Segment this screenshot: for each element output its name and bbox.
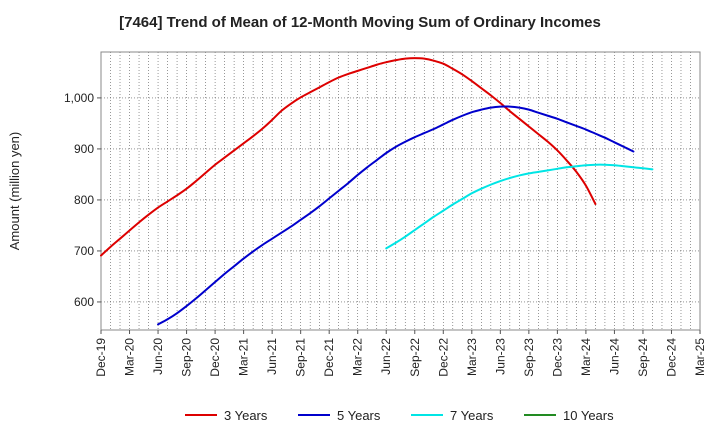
legend-label-7-years: 7 Years bbox=[450, 408, 494, 423]
x-tick-label: Dec-24 bbox=[664, 338, 678, 377]
series-line-7-years bbox=[385, 163, 654, 250]
y-tick-label: 600 bbox=[74, 295, 94, 309]
x-tick-label: Sep-24 bbox=[636, 338, 650, 377]
x-tick-label: Mar-24 bbox=[579, 338, 593, 376]
legend-label-5-years: 5 Years bbox=[337, 408, 381, 423]
plot-frame bbox=[100, 51, 701, 331]
y-tick-label: 700 bbox=[74, 244, 94, 258]
legend: 3 Years 5 Years 7 Years 10 Years bbox=[185, 408, 614, 423]
chart-title: [7464] Trend of Mean of 12-Month Moving … bbox=[119, 14, 601, 31]
x-tick-label: Dec-23 bbox=[550, 338, 564, 377]
x-tick-label: Dec-22 bbox=[436, 338, 450, 377]
grid bbox=[101, 52, 700, 330]
y-axis: 600 700 800 900 1,000 bbox=[64, 91, 101, 309]
x-tick-label: Sep-22 bbox=[408, 338, 422, 377]
x-tick-label: Dec-21 bbox=[322, 338, 336, 377]
x-tick-label: Jun-20 bbox=[151, 338, 165, 375]
x-tick-label: Mar-20 bbox=[123, 338, 137, 376]
x-tick-label: Sep-21 bbox=[294, 338, 308, 377]
series-lines bbox=[100, 57, 654, 326]
legend-label-10-years: 10 Years bbox=[563, 408, 614, 423]
x-tick-label: Jun-23 bbox=[493, 338, 507, 375]
y-tick-label: 900 bbox=[74, 142, 94, 156]
series-line-5-years bbox=[157, 105, 635, 326]
legend-label-3-years: 3 Years bbox=[224, 408, 268, 423]
y-axis-label: Amount (million yen) bbox=[7, 132, 22, 251]
x-tick-label: Sep-20 bbox=[180, 338, 194, 377]
x-tick-label: Mar-25 bbox=[693, 338, 707, 376]
series-line-3-years bbox=[100, 57, 597, 257]
x-tick-label: Jun-21 bbox=[265, 338, 279, 375]
x-tick-label: Mar-22 bbox=[351, 338, 365, 376]
x-tick-label: Jun-22 bbox=[379, 338, 393, 375]
x-axis: Dec-19 Mar-20 Jun-20 Sep-20 Dec-20 Mar-21 Jun-… bbox=[94, 330, 707, 377]
x-tick-label: Dec-20 bbox=[208, 338, 222, 377]
x-tick-label: Jun-24 bbox=[607, 338, 621, 375]
x-tick-label: Dec-19 bbox=[94, 338, 108, 377]
x-tick-label: Mar-21 bbox=[237, 338, 251, 376]
y-tick-label: 1,000 bbox=[64, 91, 94, 105]
y-tick-label: 800 bbox=[74, 193, 94, 207]
x-tick-label: Mar-23 bbox=[465, 338, 479, 376]
x-tick-label: Sep-23 bbox=[522, 338, 536, 377]
